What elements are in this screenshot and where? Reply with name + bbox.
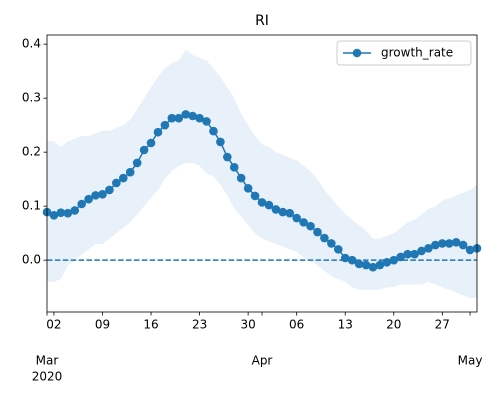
marker bbox=[340, 253, 350, 263]
marker bbox=[195, 113, 204, 123]
marker bbox=[431, 240, 440, 250]
x-tick-label: 06 bbox=[289, 318, 304, 332]
marker bbox=[382, 258, 392, 267]
marker bbox=[438, 239, 447, 248]
y-tick-label: 0.4 bbox=[22, 37, 41, 51]
marker bbox=[347, 255, 357, 265]
marker bbox=[188, 111, 197, 121]
marker bbox=[209, 126, 218, 136]
confidence-band bbox=[47, 49, 477, 298]
legend-box bbox=[336, 40, 472, 66]
month-label: Mar bbox=[36, 354, 59, 368]
marker bbox=[63, 208, 73, 218]
month-label: May bbox=[458, 354, 483, 368]
marker bbox=[375, 260, 385, 270]
marker bbox=[84, 194, 93, 204]
marker bbox=[167, 113, 177, 123]
marker bbox=[389, 255, 399, 265]
legend-marker bbox=[352, 48, 362, 58]
marker bbox=[320, 233, 329, 243]
y-tick-label: 0.0 bbox=[22, 253, 41, 267]
marker bbox=[451, 238, 461, 247]
marker bbox=[368, 262, 378, 272]
marker bbox=[139, 145, 149, 155]
marker bbox=[174, 113, 184, 123]
marker bbox=[403, 249, 412, 259]
marker bbox=[118, 173, 128, 183]
marker bbox=[105, 185, 114, 195]
marker bbox=[91, 191, 100, 200]
x-tick-label: 13 bbox=[338, 318, 353, 332]
marker bbox=[465, 245, 475, 255]
marker bbox=[410, 249, 419, 259]
marker bbox=[417, 246, 426, 256]
marker bbox=[160, 120, 170, 130]
month-label: Apr bbox=[252, 354, 273, 368]
y-tick-label: 0.3 bbox=[22, 91, 41, 105]
x-tick-label: 30 bbox=[240, 318, 255, 332]
marker bbox=[223, 152, 232, 162]
marker bbox=[299, 218, 308, 227]
marker bbox=[264, 200, 274, 210]
marker bbox=[243, 184, 253, 193]
marker bbox=[229, 162, 239, 172]
marker bbox=[125, 167, 135, 177]
year-label: 2020 bbox=[32, 370, 63, 384]
marker bbox=[271, 205, 281, 214]
marker bbox=[236, 173, 246, 183]
marker bbox=[77, 199, 86, 209]
marker bbox=[306, 221, 315, 231]
marker bbox=[278, 207, 288, 217]
marker bbox=[444, 239, 454, 248]
marker bbox=[112, 178, 121, 188]
x-tick-label: 20 bbox=[386, 318, 401, 332]
marker bbox=[361, 260, 371, 270]
x-tick-label: 02 bbox=[46, 318, 61, 332]
marker bbox=[333, 245, 343, 254]
marker bbox=[396, 252, 406, 262]
marker bbox=[181, 110, 191, 119]
marker bbox=[313, 227, 322, 237]
marker bbox=[250, 191, 260, 201]
legend-label: growth_rate bbox=[381, 46, 453, 60]
x-tick-label: 16 bbox=[143, 318, 158, 332]
marker bbox=[216, 137, 225, 147]
marker bbox=[49, 211, 59, 220]
marker bbox=[257, 198, 267, 207]
y-tick-label: 0.1 bbox=[22, 199, 41, 213]
marker bbox=[424, 243, 433, 253]
chart-title: RI bbox=[255, 13, 269, 29]
x-tick-label: 09 bbox=[95, 318, 110, 332]
marker bbox=[458, 240, 468, 250]
marker bbox=[56, 208, 66, 217]
marker bbox=[354, 259, 364, 269]
y-tick-label: 0.2 bbox=[22, 145, 41, 159]
marker bbox=[292, 213, 301, 223]
x-tick-label: 27 bbox=[435, 318, 450, 332]
marker bbox=[285, 208, 295, 218]
marker bbox=[98, 189, 107, 199]
marker bbox=[70, 206, 80, 215]
marker bbox=[146, 138, 156, 148]
marker bbox=[132, 158, 142, 168]
marker bbox=[153, 127, 163, 137]
marker bbox=[327, 239, 336, 248]
x-tick-label: 23 bbox=[192, 318, 207, 332]
marker bbox=[202, 117, 211, 126]
